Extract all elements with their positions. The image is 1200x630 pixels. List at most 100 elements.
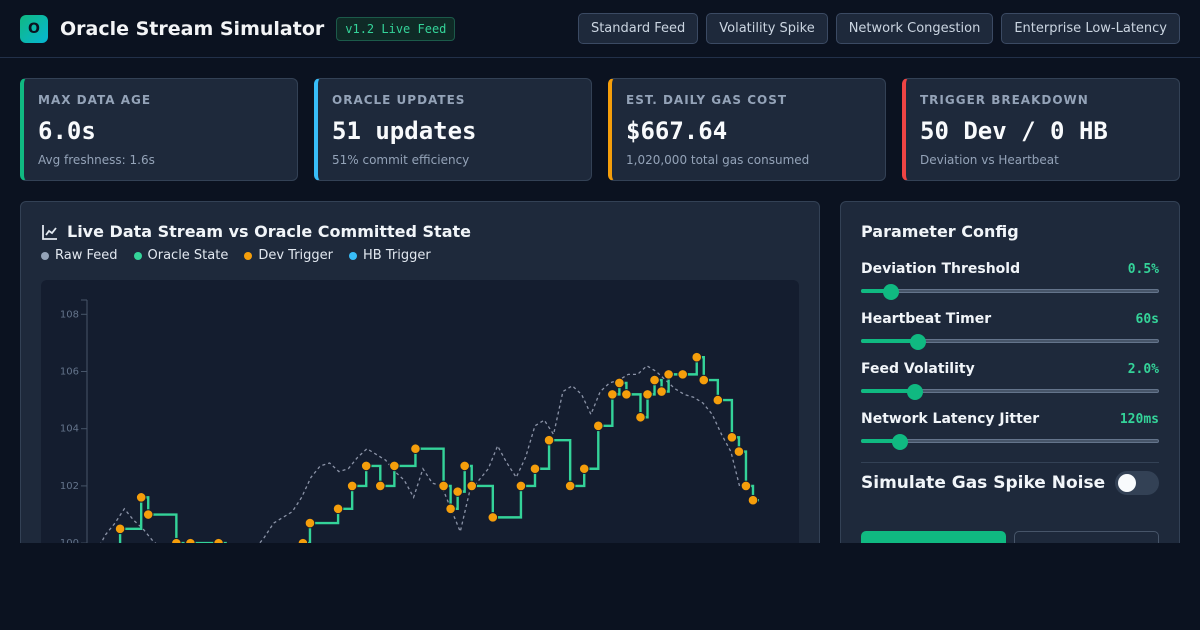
dev-trigger-point: [459, 460, 470, 472]
legend-label: Raw Feed: [55, 248, 118, 263]
dev-trigger-point: [142, 509, 154, 520]
chart-panel: Live Data Stream vs Oracle Committed Sta…: [20, 201, 820, 561]
app-header: O Oracle Stream Simulator v1.2 Live Feed…: [0, 0, 1200, 58]
dev-trigger-point: [649, 374, 660, 386]
stat-subtext: 1,020,000 total gas consumed: [626, 153, 810, 167]
config-title: Parameter Config: [861, 222, 1019, 241]
dev-trigger-point: [564, 480, 576, 492]
preset-buttons: Standard Feed Volatility Spike Network C…: [577, 13, 1180, 44]
stat-card-max-data-age: MAX DATA AGE 6.0s Avg freshness: 1.6s: [20, 78, 298, 181]
legend-item-dev-trigger: Dev Trigger: [244, 248, 333, 263]
stat-label: MAX DATA AGE: [38, 93, 152, 107]
slider-thumb[interactable]: [909, 334, 926, 350]
viewport-bottom: [0, 543, 1200, 630]
dev-trigger-point: [445, 503, 456, 515]
preset-network-congestion-button[interactable]: Network Congestion: [835, 13, 994, 44]
toggle-label: Simulate Gas Spike Noise: [861, 473, 1106, 493]
deviation-threshold-slider[interactable]: [861, 284, 1159, 300]
chart-title-text: Live Data Stream vs Oracle Committed Sta…: [67, 222, 471, 241]
dev-trigger-point: [635, 411, 646, 423]
dev-trigger-point: [466, 480, 478, 492]
slider-track[interactable]: [861, 289, 1159, 293]
dev-trigger-point: [740, 480, 752, 492]
dev-trigger-point: [663, 369, 674, 380]
stat-value: 6.0s: [38, 117, 96, 145]
parameter-config-panel: Parameter Config Deviation Threshold 0.5…: [840, 201, 1180, 561]
app-logo: O: [20, 14, 48, 43]
gas-spike-toggle[interactable]: [1115, 471, 1159, 495]
param-deviation-threshold: Deviation Threshold 0.5%: [861, 261, 1159, 300]
version-badge: v1.2 Live Feed: [336, 16, 456, 41]
app-title: Oracle Stream Simulator: [60, 17, 325, 40]
slider-fill: [861, 389, 915, 393]
divider: [861, 462, 1159, 463]
legend-label: HB Trigger: [363, 248, 431, 263]
legend-swatch: [244, 251, 253, 260]
preset-volatility-spike-button[interactable]: Volatility Spike: [706, 13, 828, 44]
dev-trigger-point: [332, 503, 344, 515]
dev-trigger-point: [346, 480, 358, 492]
stat-value: 50 Dev / 0 HB: [920, 117, 1108, 145]
plot-area: 100102104106108: [41, 280, 799, 560]
dev-trigger-point: [487, 512, 499, 523]
dev-trigger-point: [114, 523, 126, 535]
stat-value: $667.64: [626, 117, 728, 145]
y-tick-label: 102: [60, 481, 79, 492]
network-latency-jitter-slider[interactable]: [861, 434, 1159, 450]
slider-fill: [861, 339, 918, 343]
dev-trigger-point: [529, 463, 541, 475]
legend-item-oracle-state: Oracle State: [133, 248, 229, 263]
stat-label: TRIGGER BREAKDOWN: [920, 93, 1089, 107]
dev-trigger-point: [621, 389, 632, 400]
legend-item-hb-trigger: HB Trigger: [349, 248, 431, 263]
stat-subtext: 51% commit efficiency: [332, 153, 470, 167]
dev-trigger-point: [360, 460, 372, 472]
slider-thumb[interactable]: [906, 384, 923, 400]
dev-trigger-point: [304, 517, 316, 529]
stream-chart: 100102104106108: [60, 299, 759, 560]
y-tick-label: 108: [60, 309, 79, 320]
param-value: 2.0%: [1127, 362, 1159, 377]
legend-item-raw-feed: Raw Feed: [41, 248, 118, 263]
dev-trigger-point: [698, 374, 710, 386]
toggle-knob: [1118, 474, 1136, 492]
raw-feed-line: [86, 364, 741, 560]
heartbeat-timer-slider[interactable]: [861, 334, 1159, 350]
dev-trigger-point: [515, 480, 527, 492]
stat-card-gas-cost: EST. DAILY GAS COST $667.64 1,020,000 to…: [608, 78, 886, 181]
y-tick-label: 104: [60, 424, 79, 435]
param-label: Deviation Threshold: [861, 261, 1021, 277]
dev-trigger-point: [389, 460, 400, 472]
feed-volatility-slider[interactable]: [861, 384, 1159, 400]
chart-legend: Raw Feed Oracle State Dev Trigger HB Tri…: [41, 248, 431, 263]
line-chart-icon: [42, 224, 57, 240]
param-value: 120ms: [1119, 412, 1159, 427]
dev-trigger-point: [642, 389, 653, 400]
param-network-latency-jitter: Network Latency Jitter 120ms: [861, 411, 1159, 450]
chart-title: Live Data Stream vs Oracle Committed Sta…: [41, 222, 471, 241]
dev-trigger-point: [452, 486, 463, 497]
stat-value: 51 updates: [332, 117, 477, 145]
y-tick-label: 106: [60, 367, 79, 378]
gas-spike-toggle-row: Simulate Gas Spike Noise: [861, 471, 1159, 495]
dev-trigger-point: [592, 420, 604, 432]
dev-trigger-point: [747, 494, 759, 506]
slider-thumb[interactable]: [882, 284, 899, 300]
dev-trigger-point: [607, 389, 618, 400]
preset-standard-feed-button[interactable]: Standard Feed: [577, 13, 699, 44]
param-label: Heartbeat Timer: [861, 311, 992, 327]
slider-thumb[interactable]: [891, 434, 908, 450]
legend-label: Dev Trigger: [258, 248, 334, 263]
legend-label: Oracle State: [147, 248, 229, 263]
legend-swatch: [41, 251, 49, 260]
preset-enterprise-low-latency-button[interactable]: Enterprise Low-Latency: [1001, 13, 1180, 44]
param-heartbeat-timer: Heartbeat Timer 60s: [861, 311, 1159, 350]
stat-label: ORACLE UPDATES: [332, 93, 466, 107]
param-label: Network Latency Jitter: [861, 411, 1040, 427]
dev-trigger-point: [374, 480, 386, 492]
param-value: 60s: [1135, 312, 1159, 327]
dev-trigger-point: [733, 446, 745, 457]
dev-trigger-point: [135, 492, 147, 503]
dev-trigger-point: [656, 386, 667, 397]
dev-trigger-point: [410, 443, 421, 455]
